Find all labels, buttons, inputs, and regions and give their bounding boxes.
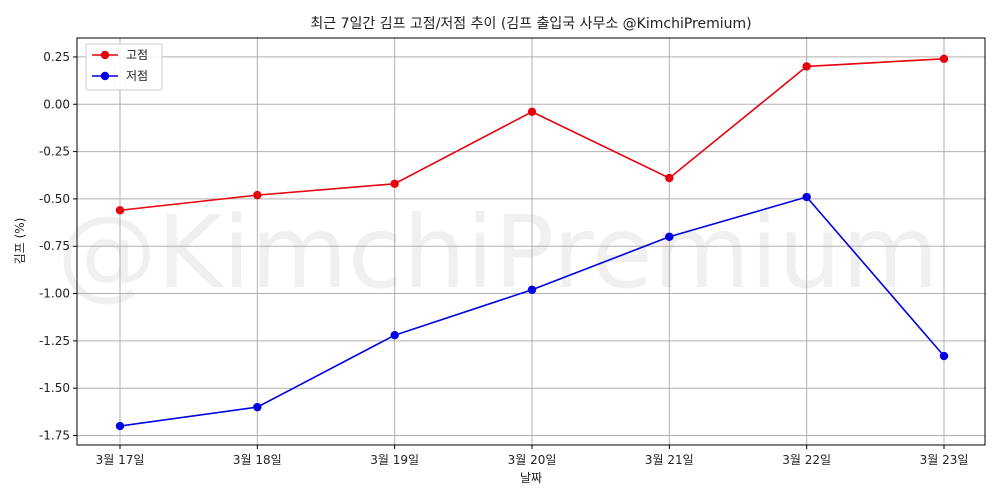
data-point [115,421,125,431]
data-point [527,285,537,294]
data-point [253,190,262,200]
x-tick-label: 3월 22일 [782,453,831,467]
series-lines [115,54,949,431]
data-point [390,331,399,340]
data-point [802,192,811,202]
y-tick-label: -0.25 [39,145,70,159]
x-tick-label: 3월 20일 [508,453,557,467]
x-tick-label: 3월 21일 [645,453,694,467]
y-tick-label: 0.00 [43,97,70,111]
x-tick-label: 3월 18일 [233,453,282,467]
chart-title: 최근 7일간 김프 고점/저점 추이 (김프 출입국 사무소 @KimchiPr… [310,16,751,32]
y-axis-title: 김프 (%) [13,218,27,265]
x-axis-ticks: 3월 17일 3월 18일 3월 19일 3월 20일 3월 21일 3월 22일 3월 2… [96,445,969,467]
y-tick-label: 0.25 [43,50,70,64]
y-tick-label: -1.00 [39,287,70,301]
y-tick-label: -1.50 [39,381,70,395]
y-tick-label: -1.25 [39,334,70,348]
legend-marker-1 [100,50,110,60]
x-tick-label: 3월 19일 [370,453,419,467]
data-point [527,107,537,117]
x-tick-label: 3월 17일 [96,453,145,467]
legend-label-2: 저점 [126,69,148,83]
legend-label-1: 고점 [126,48,148,62]
data-point [665,173,674,183]
y-tick-label: -1.75 [39,429,70,443]
legend-box [85,43,163,91]
grid-lines [77,38,985,445]
plot-area-frame [76,37,986,446]
data-point [115,206,125,215]
y-tick-label: -0.75 [39,239,70,253]
watermark-text: @KimchiPremium [57,194,939,311]
data-point [939,351,949,361]
y-axis-ticks: 0.25 0.00 -0.25 -0.50 -0.75 -1.00 -1.25 -1.50 -1… [39,50,77,443]
x-tick-label: 3월 23일 [920,453,969,467]
data-point [939,54,949,64]
y-tick-label: -0.50 [39,192,70,206]
data-point [802,62,811,71]
data-point [253,402,262,412]
x-axis-title: 날짜 [520,471,542,485]
legend-marker-2 [100,71,110,81]
data-point [665,232,674,241]
data-point [390,179,399,188]
